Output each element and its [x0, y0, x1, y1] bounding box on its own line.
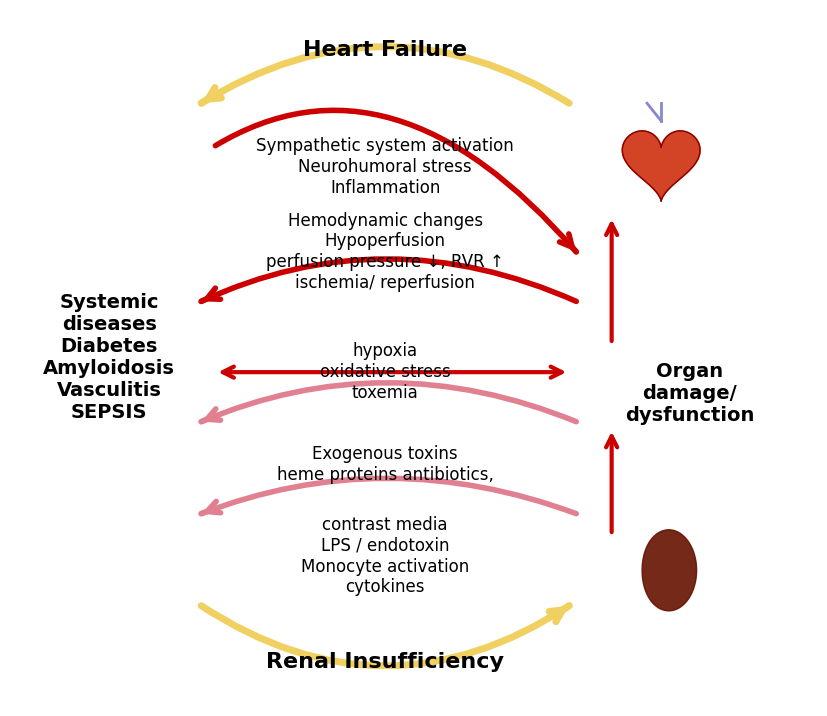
Polygon shape: [622, 131, 700, 201]
Polygon shape: [642, 530, 696, 611]
Text: contrast media
LPS / endotoxin
Monocyte activation
cytokines: contrast media LPS / endotoxin Monocyte …: [301, 516, 469, 596]
Text: Sympathetic system activation
Neurohumoral stress
Inflammation: Sympathetic system activation Neurohumor…: [256, 137, 514, 197]
Text: Organ
damage/
dysfunction: Organ damage/ dysfunction: [625, 362, 754, 425]
Text: Heart Failure: Heart Failure: [304, 40, 467, 60]
Text: Exogenous toxins
heme proteins antibiotics,: Exogenous toxins heme proteins antibioti…: [277, 445, 494, 483]
Text: hypoxia
oxidative stress
toxemia: hypoxia oxidative stress toxemia: [320, 342, 451, 402]
Text: Hemodynamic changes
Hypoperfusion
perfusion pressure ↓, RVR ↑
ischemia/ reperfus: Hemodynamic changes Hypoperfusion perfus…: [266, 212, 504, 292]
Text: Systemic
diseases
Diabetes
Amyloidosis
Vasculitis
SEPSIS: Systemic diseases Diabetes Amyloidosis V…: [43, 294, 175, 422]
Text: Renal Insufficiency: Renal Insufficiency: [266, 652, 504, 672]
